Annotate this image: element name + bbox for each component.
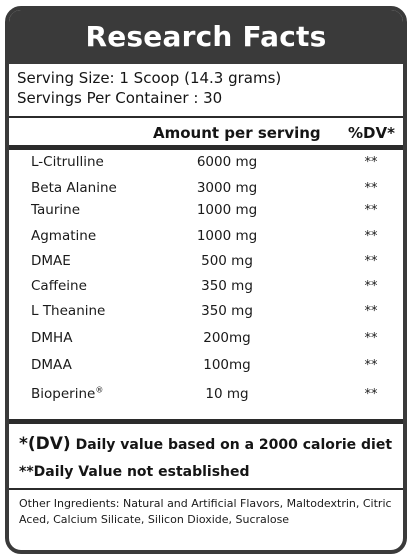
nutrient-amount: 100mg — [203, 357, 251, 373]
nutrient-name-text: Bioperine — [31, 386, 96, 402]
serving-size: Serving Size: 1 Scoop (14.3 grams) — [17, 69, 282, 87]
nutrient-row: Agmatine 1000 mg ** — [9, 228, 403, 252]
nutrient-row: DMHA 200mg ** — [9, 330, 403, 354]
nutrient-amount: 6000 mg — [196, 154, 258, 170]
nutrient-dv: ** — [364, 331, 378, 346]
nutrient-amount: 1000 mg — [196, 202, 258, 218]
nutrient-row: Bioperine® 10 mg ** — [9, 385, 403, 410]
dv-footnote-prefix: *(DV) — [19, 434, 71, 454]
other-ingredients: Other Ingredients: Natural and Artificia… — [19, 497, 392, 526]
nutrient-amount: 10 mg — [205, 386, 249, 402]
registered-mark: ® — [95, 385, 104, 395]
nutrient-amount: 3000 mg — [196, 180, 258, 196]
amount-column-header: Amount per serving — [153, 124, 321, 142]
nutrient-dv: ** — [364, 254, 378, 269]
nutrient-row: L-Citrulline 6000 mg ** — [9, 154, 403, 178]
nutrient-dv: ** — [364, 203, 378, 218]
nutrient-row: Beta Alanine 3000 mg ** — [9, 180, 403, 204]
nutrient-amount: 350 mg — [201, 278, 253, 294]
nutrient-row: Taurine 1000 mg ** — [9, 202, 403, 226]
nutrient-dv: ** — [364, 181, 378, 196]
research-facts-panel: Research Facts Serving Size: 1 Scoop (14… — [5, 6, 407, 554]
nutrient-amount: 200mg — [203, 330, 251, 346]
nutrient-name: Taurine — [31, 202, 81, 218]
nutrient-name: L-Citrulline — [31, 154, 104, 170]
nutrient-row: Caffeine 350 mg ** — [9, 278, 403, 302]
nutrient-amount: 350 mg — [201, 303, 253, 319]
dv-footnote: *(DV) Daily value based on a 2000 calori… — [19, 436, 392, 453]
nutrient-name: L Theanine — [31, 303, 106, 319]
nutrient-dv: ** — [364, 229, 378, 244]
dv-footnote-text: Daily value based on a 2000 calorie diet — [70, 437, 393, 453]
servings-per-container: Servings Per Container : 30 — [17, 89, 223, 107]
nutrient-dv: ** — [364, 155, 378, 170]
nutrient-row: DMAA 100mg ** — [9, 357, 403, 381]
nutrient-row: L Theanine 350 mg ** — [9, 303, 403, 327]
footnote-divider — [9, 419, 403, 424]
ingredients-divider — [9, 488, 403, 490]
nutrient-row: DMAE 500 mg ** — [9, 253, 403, 277]
nutrient-dv: ** — [364, 358, 378, 373]
nutrient-name: DMHA — [31, 330, 73, 346]
nutrient-name: DMAE — [31, 253, 71, 269]
dv-column-header: %DV* — [348, 124, 395, 142]
nutrient-dv: ** — [364, 387, 378, 402]
nutrient-name: Beta Alanine — [31, 180, 117, 196]
nutrient-name: Caffeine — [31, 278, 87, 294]
header-divider — [9, 145, 403, 150]
nutrient-dv: ** — [364, 279, 378, 294]
not-established-footnote: **Daily Value not established — [19, 464, 250, 480]
nutrient-name: Agmatine — [31, 228, 97, 244]
nutrient-name: DMAA — [31, 357, 72, 373]
panel-title: Research Facts — [85, 20, 327, 53]
nutrient-dv: ** — [364, 304, 378, 319]
divider — [9, 116, 403, 118]
panel-header: Research Facts — [9, 10, 403, 64]
nutrient-amount: 500 mg — [201, 253, 253, 269]
nutrient-name: Bioperine® — [31, 385, 104, 402]
nutrient-amount: 1000 mg — [196, 228, 258, 244]
